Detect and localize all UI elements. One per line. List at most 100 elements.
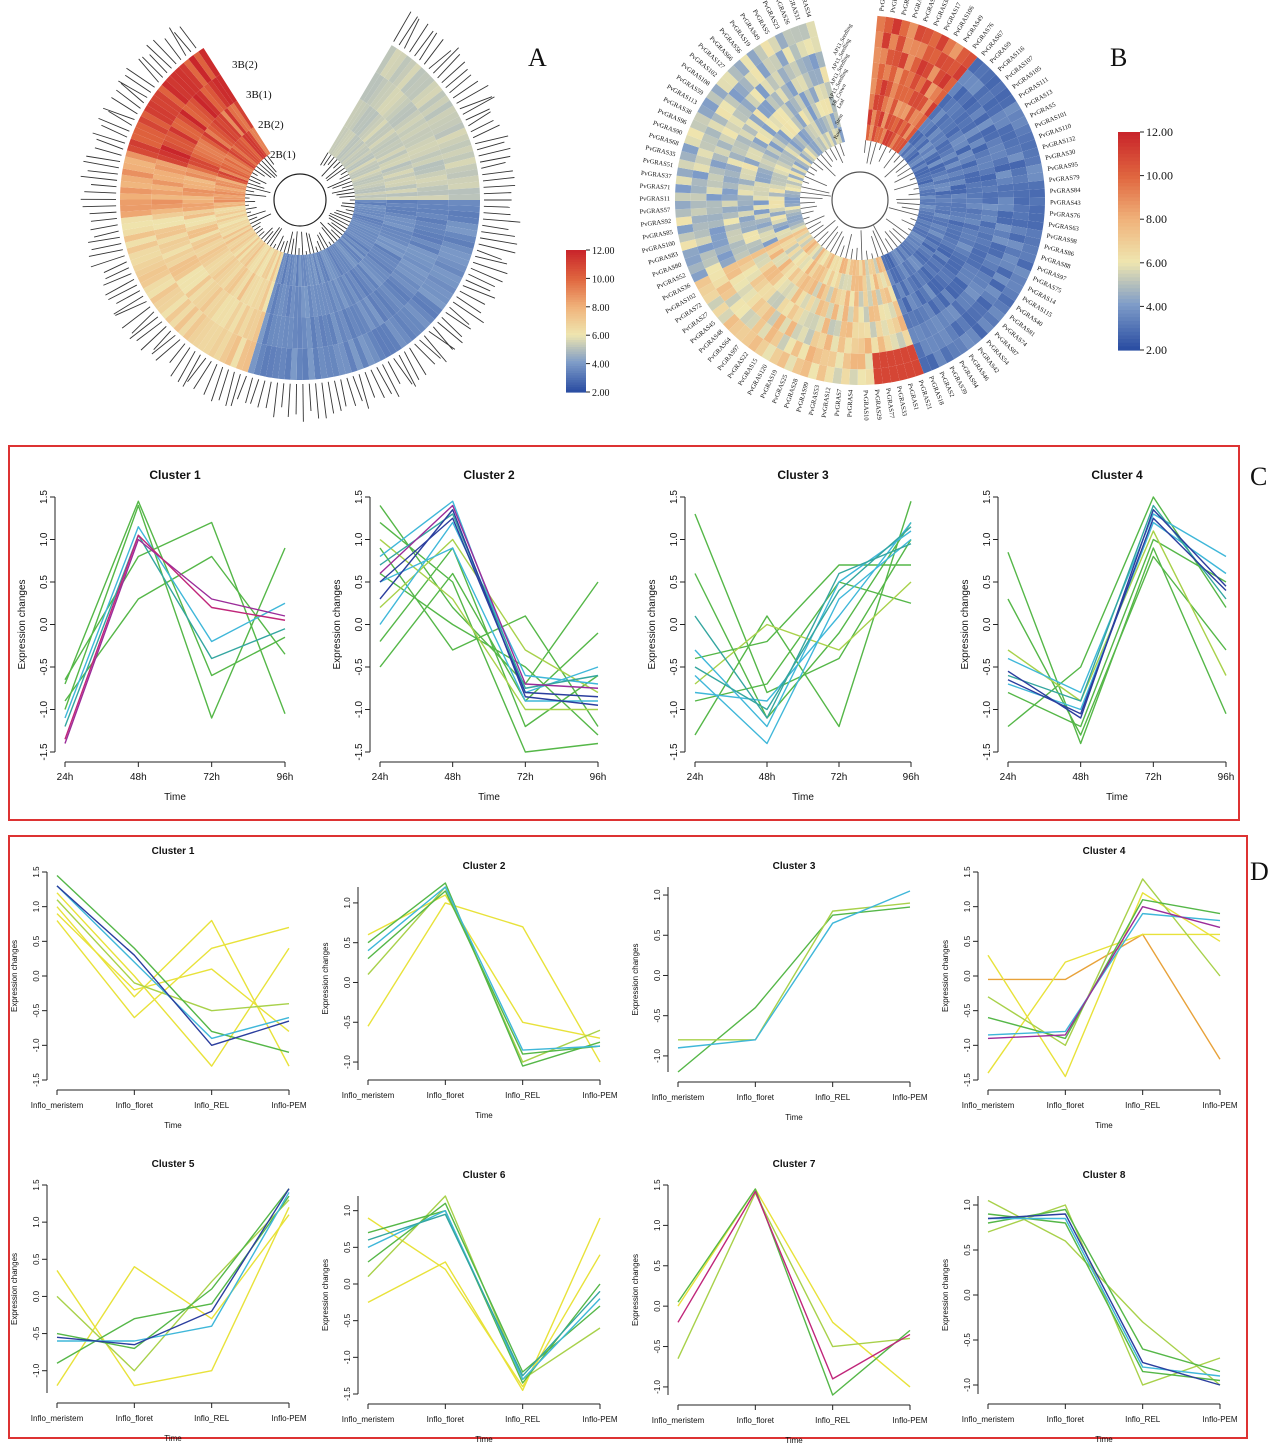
heatmap-cell <box>895 35 907 53</box>
heatmap-cell <box>301 286 306 318</box>
heatmap-cell <box>707 295 725 312</box>
heatmap-cell <box>318 315 328 347</box>
heatmap-cell <box>438 133 470 150</box>
heatmap-cell <box>301 317 308 349</box>
colorbar-step <box>1118 233 1140 238</box>
heatmap-cell <box>329 312 343 344</box>
cluster-chart: Cluster 81.00.50.0-0.5-1.0Inflo_meristem… <box>941 1170 1238 1443</box>
heatmap-cell <box>741 162 759 172</box>
gene-label-mark <box>445 311 472 330</box>
heatmap-cell <box>143 273 174 295</box>
gene-label-mark <box>90 218 117 222</box>
heatmap-cell <box>285 285 293 318</box>
heatmap-cell <box>735 134 753 147</box>
heatmap-cell <box>964 285 981 301</box>
gene-label-mark <box>153 330 172 351</box>
heatmap-cell <box>931 295 947 312</box>
y-tick-label: -1.5 <box>669 743 680 761</box>
y-tick-label: -1.0 <box>343 1055 352 1069</box>
gene-label-mark <box>90 255 125 268</box>
y-tick-label: -0.5 <box>343 1313 352 1327</box>
heatmap-cell <box>723 93 741 109</box>
heatmap-cell <box>388 316 413 345</box>
heatmap-cell <box>337 309 353 341</box>
heatmap-cell <box>868 125 874 142</box>
dendrogram-branch <box>320 152 329 166</box>
heatmap-cell <box>905 237 920 250</box>
colorbar-step <box>566 389 586 393</box>
heatmap-cell <box>915 171 932 181</box>
heatmap-cell <box>973 242 990 254</box>
heatmap-cell <box>768 114 784 130</box>
heatmap-cell <box>188 55 212 84</box>
heatmap-cell <box>382 167 415 180</box>
heatmap-cell <box>985 136 1003 149</box>
gene-label-mark <box>218 369 229 401</box>
colorbar-label: 10.00 <box>1146 169 1173 183</box>
heatmap-cell <box>185 274 212 299</box>
heatmap-cell <box>733 249 751 262</box>
heatmap-cell <box>827 318 837 336</box>
gene-label-mark <box>414 343 436 365</box>
heatmap-cell <box>913 135 928 149</box>
x-tick-label: Inflo_meristem <box>31 1414 84 1423</box>
dendrogram-branch <box>317 234 326 250</box>
y-axis-label: Expression changes <box>321 1259 330 1331</box>
heatmap-cell <box>121 168 154 180</box>
gene-label-mark <box>129 316 159 340</box>
heatmap-cell <box>362 332 381 364</box>
x-tick-label: 24h <box>1000 772 1017 783</box>
heatmap-cell <box>786 142 802 156</box>
heatmap-cell <box>364 122 391 146</box>
heatmap-cell <box>753 204 770 211</box>
heatmap-cell <box>776 351 791 369</box>
x-tick-label: Inflo_REL <box>505 1091 541 1100</box>
heatmap-cell <box>1008 232 1026 244</box>
y-axis-label: Expression changes <box>941 940 950 1012</box>
heatmap-cell <box>952 337 969 355</box>
heatmap-cell <box>940 308 956 325</box>
heatmap-cell <box>913 271 927 287</box>
heatmap-cell <box>151 194 183 200</box>
y-tick-label: 0.5 <box>343 937 352 949</box>
heatmap-cell <box>338 138 363 163</box>
heatmap-cell <box>182 199 214 204</box>
colorbar-step <box>1118 339 1140 344</box>
heatmap-cell <box>253 246 272 275</box>
dendrogram-branch <box>889 230 902 244</box>
heatmap-cell <box>899 122 912 138</box>
dendrogram-branch <box>800 201 815 204</box>
heatmap-cell <box>979 68 996 86</box>
colorbar-step <box>566 328 586 332</box>
heatmap-cell <box>214 187 246 195</box>
heatmap-cell <box>909 56 922 74</box>
heatmap-cell <box>935 194 952 199</box>
heatmap-cell <box>231 233 258 255</box>
colorbar-step <box>1118 342 1140 347</box>
heatmap-cell <box>741 123 759 137</box>
heatmap-cell <box>246 242 268 270</box>
heatmap-cell <box>695 235 713 247</box>
cluster-title: Cluster 8 <box>1083 1170 1126 1181</box>
gene-label-mark <box>245 377 253 404</box>
heatmap-cell <box>901 261 914 277</box>
x-tick-label: Inflo_floret <box>427 1415 465 1424</box>
heatmap-cell <box>871 289 879 307</box>
heatmap-cell <box>375 45 397 75</box>
heatmap-cell <box>876 127 884 144</box>
y-tick-label: 1.0 <box>963 1199 972 1211</box>
heatmap-cell <box>831 128 840 145</box>
dendrogram-branch <box>809 166 818 172</box>
dendrogram-branch <box>813 220 836 239</box>
panel-letter-d: D <box>1250 857 1269 886</box>
gene-label-mark <box>433 47 459 74</box>
y-tick-label: -1.0 <box>39 700 50 718</box>
dendrogram-branch <box>315 246 319 253</box>
heatmap-cell <box>219 220 250 235</box>
series-line <box>379 504 599 689</box>
gene-label-mark <box>116 89 141 109</box>
heatmap-cell <box>808 142 821 157</box>
heatmap-cell <box>867 290 874 307</box>
gene-label-mark <box>483 212 511 216</box>
